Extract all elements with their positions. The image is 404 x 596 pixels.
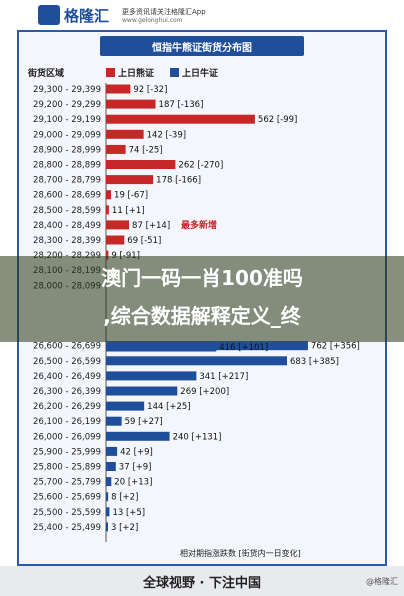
data-label: 144 [+25]	[147, 402, 191, 412]
y-tick-label: 25,600 - 25,699	[33, 493, 101, 503]
legend-label-bear: 上日熊证	[118, 69, 155, 79]
chart-annotation: 最多新增	[181, 219, 217, 231]
data-label: 262 [-270]	[178, 161, 223, 171]
data-label: 11 [+1]	[112, 206, 145, 216]
y-tick-label: 26,100 - 26,199	[33, 417, 101, 427]
y-tick-label: 26,600 - 26,699	[33, 342, 101, 352]
data-label: 683 [+385]	[290, 357, 339, 367]
footer-slogan: 全球视野 · 下注中国	[143, 576, 261, 591]
data-label: 762 [+356]	[311, 342, 360, 352]
y-tick-label: 25,700 - 25,799	[33, 478, 101, 488]
bar	[106, 114, 255, 124]
watermark: @格隆汇	[366, 577, 398, 586]
data-label: 416 [+101]	[219, 343, 268, 353]
data-label: 240 [+131]	[173, 432, 222, 442]
data-label: 3 [+2]	[111, 523, 138, 533]
bar	[106, 431, 170, 441]
bar	[106, 371, 197, 381]
bar	[106, 522, 108, 532]
bar	[106, 175, 154, 185]
data-label: 8 [+2]	[111, 493, 138, 503]
data-label: 178 [-166]	[156, 176, 201, 186]
data-label: 74 [-25]	[129, 145, 163, 155]
bar	[106, 401, 145, 411]
y-tick-label: 25,800 - 25,899	[33, 463, 101, 473]
data-label: 37 [+9]	[119, 463, 152, 473]
overlay-subheadline: ,综合数据解释定义_终	[103, 304, 301, 328]
y-tick-label: 26,500 - 26,599	[33, 357, 101, 367]
data-label: 59 [+27]	[125, 417, 163, 427]
bar	[106, 144, 126, 154]
legend-swatch-bull	[170, 68, 179, 77]
logo-icon	[38, 5, 60, 25]
overlay-headline: 澳门一码一肖100准吗	[101, 266, 303, 290]
chart-title-bar: 恒指牛熊证街货分布图	[100, 36, 304, 56]
bar	[106, 416, 122, 426]
brand-url: www.gelonghui.com	[122, 17, 183, 24]
y-tick-label: 29,200 - 29,299	[33, 100, 101, 110]
promo-overlay	[0, 256, 404, 342]
y-tick-label: 28,800 - 28,899	[33, 161, 101, 171]
y-tick-label: 28,300 - 28,399	[33, 236, 101, 246]
data-label: 42 [+9]	[120, 447, 153, 457]
legend-swatch-bear	[106, 68, 115, 77]
data-label: 142 [-39]	[147, 130, 186, 140]
y-tick-label: 25,900 - 25,999	[33, 447, 101, 457]
data-label: 269 [+200]	[180, 387, 229, 397]
data-label: 20 [+13]	[114, 478, 152, 488]
legend-label-bull: 上日牛证	[182, 69, 219, 79]
bar	[106, 507, 110, 517]
data-label: 69 [-51]	[127, 236, 161, 246]
y-tick-label: 25,400 - 25,499	[33, 523, 101, 533]
category-header: 街货区域	[28, 69, 65, 79]
y-tick-label: 26,300 - 26,399	[33, 387, 101, 397]
brand-name: 格隆汇	[64, 7, 110, 25]
bar	[106, 386, 178, 396]
y-tick-label: 29,100 - 29,199	[33, 115, 101, 125]
data-label: 13 [+5]	[112, 508, 145, 518]
y-tick-label: 26,400 - 26,499	[33, 372, 101, 382]
data-label: 341 [+217]	[199, 372, 248, 382]
app-header: 格隆汇 更多资讯请关注格隆汇App www.gelonghui.com	[0, 0, 404, 30]
data-label: 87 [+14]	[132, 221, 170, 231]
bar	[106, 342, 217, 352]
data-label: 562 [-99]	[258, 115, 297, 125]
y-tick-label: 28,600 - 28,699	[33, 191, 101, 201]
y-tick-label: 29,000 - 29,099	[33, 130, 101, 140]
bar	[106, 99, 156, 109]
y-tick-label: 26,000 - 26,099	[33, 432, 101, 442]
brand-tagline: 更多资讯请关注格隆汇App	[122, 8, 206, 16]
y-tick-label: 28,500 - 28,599	[33, 206, 101, 216]
bar	[106, 160, 176, 169]
y-tick-label: 29,300 - 29,399	[33, 85, 101, 95]
chart-title: 恒指牛熊证街货分布图	[152, 43, 252, 54]
bar	[106, 220, 130, 230]
bar	[106, 492, 109, 502]
data-label: 19 [-67]	[114, 191, 148, 201]
y-tick-label: 28,900 - 28,999	[33, 145, 101, 155]
bar	[106, 462, 116, 471]
bar	[106, 477, 112, 487]
bar	[106, 356, 287, 366]
bar	[106, 250, 109, 260]
bar	[106, 84, 131, 94]
chart-footnote: 相对期指涨跌数 [街货内一日变化]	[180, 549, 301, 558]
y-tick-label: 28,700 - 28,799	[33, 176, 101, 186]
bar	[106, 446, 118, 456]
y-tick-label: 26,200 - 26,299	[33, 402, 101, 412]
bar	[106, 235, 125, 245]
bar	[106, 190, 112, 200]
data-label: 187 [-136]	[159, 100, 204, 110]
bar	[106, 205, 109, 215]
footer-bar: 全球视野 · 下注中国 @格隆汇	[0, 566, 404, 596]
data-label: 92 [-32]	[133, 85, 167, 95]
bar	[106, 129, 144, 139]
y-tick-label: 25,500 - 25,599	[33, 508, 101, 518]
y-tick-label: 28,400 - 28,499	[33, 221, 101, 231]
